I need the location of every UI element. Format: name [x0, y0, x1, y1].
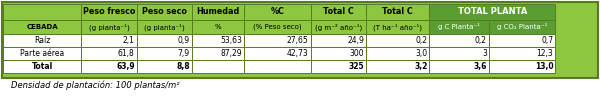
Text: Peso seco: Peso seco	[142, 7, 187, 16]
Bar	[3, 20, 82, 34]
Text: 53,63: 53,63	[220, 36, 242, 45]
Text: 325: 325	[349, 62, 364, 71]
Text: 42,73: 42,73	[287, 49, 308, 58]
Text: 0,7: 0,7	[541, 36, 553, 45]
Text: 13,0: 13,0	[535, 62, 553, 71]
Text: 0,9: 0,9	[178, 36, 190, 45]
Text: 87,29: 87,29	[221, 49, 242, 58]
Bar	[3, 60, 82, 73]
Text: 24,9: 24,9	[347, 36, 364, 45]
Text: (g planta⁻¹): (g planta⁻¹)	[144, 23, 185, 31]
Text: Densidad de plantación: 100 plantas/m²: Densidad de plantación: 100 plantas/m²	[11, 81, 179, 91]
Bar	[430, 34, 489, 47]
Text: (g planta⁻¹): (g planta⁻¹)	[89, 23, 130, 31]
Bar	[137, 60, 192, 73]
Text: (% Peso seco): (% Peso seco)	[253, 24, 302, 30]
Text: 7,9: 7,9	[178, 49, 190, 58]
Text: Peso fresco: Peso fresco	[83, 7, 135, 16]
Bar	[82, 20, 137, 34]
Text: 63,9: 63,9	[116, 62, 134, 71]
Bar	[311, 20, 366, 34]
Bar	[489, 47, 556, 60]
Bar	[430, 47, 489, 60]
Text: 3,0: 3,0	[415, 49, 427, 58]
Bar	[82, 60, 137, 73]
Bar	[366, 20, 430, 34]
Bar	[244, 60, 311, 73]
Bar	[137, 34, 192, 47]
Text: 0,2: 0,2	[415, 36, 427, 45]
Bar	[311, 47, 366, 60]
Bar	[82, 34, 137, 47]
Bar	[311, 34, 366, 47]
Text: Total C: Total C	[323, 7, 353, 16]
Text: 2,1: 2,1	[123, 36, 134, 45]
Text: 27,65: 27,65	[287, 36, 308, 45]
Text: (g m⁻² año⁻¹): (g m⁻² año⁻¹)	[314, 23, 362, 31]
Text: Raíz: Raíz	[34, 36, 50, 45]
Bar	[430, 60, 489, 73]
Bar	[192, 20, 244, 34]
Bar	[366, 47, 430, 60]
Bar	[82, 4, 137, 20]
Bar	[366, 34, 430, 47]
Bar	[82, 47, 137, 60]
Bar	[311, 4, 366, 20]
Text: 12,3: 12,3	[536, 49, 553, 58]
Text: %C: %C	[271, 7, 284, 16]
Bar	[244, 4, 311, 20]
Bar	[192, 34, 244, 47]
Bar	[3, 4, 82, 20]
Bar	[137, 47, 192, 60]
Bar	[244, 34, 311, 47]
Text: CEBADA: CEBADA	[26, 24, 58, 30]
Text: Total C: Total C	[382, 7, 413, 16]
Bar	[2, 2, 598, 78]
Bar	[244, 47, 311, 60]
Text: 0,2: 0,2	[475, 36, 487, 45]
Bar	[137, 4, 192, 20]
Text: 8,8: 8,8	[176, 62, 190, 71]
Bar	[137, 20, 192, 34]
Bar	[3, 47, 82, 60]
Text: Parte aérea: Parte aérea	[20, 49, 64, 58]
Text: Humedad: Humedad	[196, 7, 239, 16]
Text: 3,2: 3,2	[414, 62, 427, 71]
Text: 61,8: 61,8	[118, 49, 134, 58]
Text: (T ha⁻¹ año⁻¹): (T ha⁻¹ año⁻¹)	[373, 23, 422, 31]
Text: TOTAL PLANTA: TOTAL PLANTA	[458, 7, 527, 16]
Bar	[311, 60, 366, 73]
Text: 3,6: 3,6	[473, 62, 487, 71]
Bar	[430, 20, 489, 34]
Bar	[244, 20, 311, 34]
Bar	[489, 34, 556, 47]
Bar	[489, 60, 556, 73]
Bar	[430, 4, 556, 20]
Bar	[192, 60, 244, 73]
Bar	[3, 34, 82, 47]
Bar	[366, 60, 430, 73]
Text: %: %	[215, 24, 221, 30]
Text: g CO₂ Planta⁻¹: g CO₂ Planta⁻¹	[497, 24, 547, 30]
Bar	[489, 20, 556, 34]
Bar	[192, 47, 244, 60]
Text: g C Planta⁻¹: g C Planta⁻¹	[438, 24, 480, 30]
Text: Total: Total	[32, 62, 53, 71]
Text: 300: 300	[349, 49, 364, 58]
Bar	[366, 4, 430, 20]
Text: 3: 3	[482, 49, 487, 58]
Bar	[192, 4, 244, 20]
